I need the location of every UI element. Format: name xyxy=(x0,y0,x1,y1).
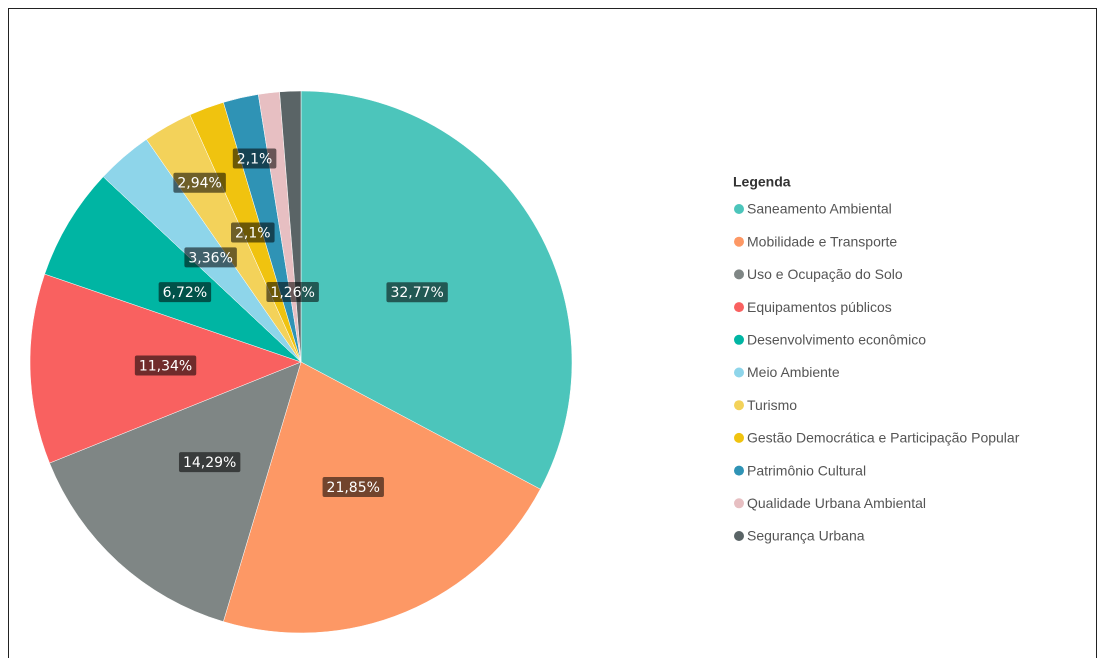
legend-label: Desenvolvimento econômico xyxy=(747,332,926,348)
label-box xyxy=(231,222,275,243)
data-label: 21,85% xyxy=(327,480,380,496)
legend-marker xyxy=(734,432,744,443)
label-box xyxy=(178,452,241,473)
pie-slice xyxy=(49,361,302,622)
legend-label: Gestão Democrática e Participação Popula… xyxy=(747,430,1020,446)
legend-marker xyxy=(734,498,744,509)
legend-label: Turismo xyxy=(747,397,797,413)
label-box xyxy=(266,282,319,303)
legend-label: Saneamento Ambiental xyxy=(747,201,892,217)
data-label: 14,29% xyxy=(183,455,236,471)
data-label: 2,1% xyxy=(237,152,273,168)
legend-marker xyxy=(734,465,744,476)
legend-marker xyxy=(734,269,744,280)
data-label: 11,34% xyxy=(139,359,192,375)
legend-marker xyxy=(734,367,744,378)
legend-marker xyxy=(734,531,744,541)
data-label: 3,36% xyxy=(188,250,232,266)
pie-slice xyxy=(223,361,541,634)
frame xyxy=(8,8,1097,658)
data-label: 2,94% xyxy=(177,176,221,192)
data-label: 1,26% xyxy=(270,285,314,301)
label-box xyxy=(158,282,212,303)
legend-label: Mobilidade e Transporte xyxy=(747,233,897,249)
legend-label: Equipamentos públicos xyxy=(747,299,892,315)
pie-slice xyxy=(44,176,302,363)
label-box xyxy=(134,355,197,376)
legend-label: Meio Ambiente xyxy=(747,364,840,380)
legend-title: Legenda xyxy=(733,174,791,190)
legend-marker xyxy=(734,236,744,247)
data-label: 6,72% xyxy=(163,285,207,301)
legend-label: Segurança Urbana xyxy=(747,528,865,544)
label-box xyxy=(184,247,237,268)
label-box xyxy=(322,477,384,498)
legend-marker xyxy=(734,204,744,214)
legend-label: Patrimônio Cultural xyxy=(747,462,866,478)
label-box xyxy=(386,282,448,303)
legend-marker xyxy=(734,302,744,313)
data-label: 32,77% xyxy=(390,285,443,301)
label-box xyxy=(232,148,277,169)
label-box xyxy=(173,172,226,193)
legend-label: Qualidade Urbana Ambiental xyxy=(747,495,926,511)
legend-marker xyxy=(734,400,744,411)
data-label: 2,1% xyxy=(235,225,271,241)
legend-label: Uso e Ocupação do Solo xyxy=(747,266,903,282)
legend-marker xyxy=(734,334,744,345)
